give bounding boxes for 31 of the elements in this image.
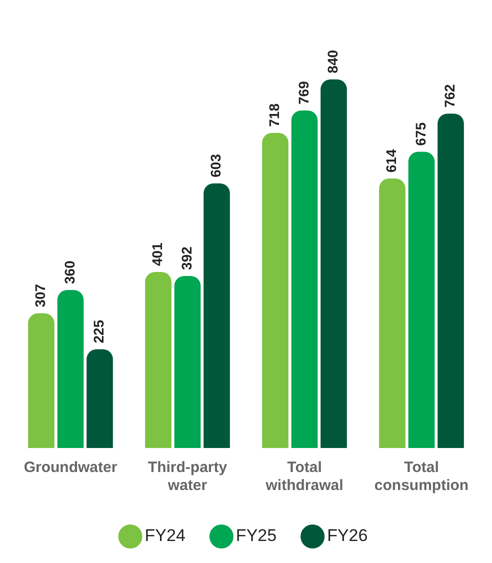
legend-label: FY25	[236, 526, 277, 546]
bar	[204, 183, 230, 448]
data-label: 675	[412, 122, 428, 146]
bar	[408, 152, 435, 448]
bar	[28, 313, 54, 448]
data-label: 360	[61, 260, 78, 284]
x-tick-label: Third-party water	[148, 459, 228, 494]
bar	[174, 276, 201, 448]
bar	[145, 272, 172, 448]
x-tick-label: Total consumption	[374, 459, 469, 494]
data-label: 762	[442, 84, 458, 108]
data-label: 603	[208, 154, 224, 178]
x-tick-label: Total withdrawal	[264, 459, 344, 494]
data-label: 307	[32, 284, 48, 308]
legend-label: FY24	[144, 526, 186, 546]
bar	[262, 132, 288, 448]
bar	[86, 349, 113, 448]
data-label: 718	[266, 103, 282, 127]
bar	[291, 110, 318, 448]
bar	[379, 178, 406, 448]
data-label: 225	[90, 320, 107, 344]
data-label: 840	[324, 50, 341, 74]
data-label: 392	[178, 246, 194, 270]
bar	[57, 290, 84, 448]
data-label: 614	[383, 148, 400, 173]
data-label: 401	[149, 242, 166, 266]
x-tick-label: Groundwater	[24, 459, 118, 476]
data-label: 769	[295, 80, 312, 104]
bar	[438, 114, 464, 448]
legend-label: FY26	[327, 526, 368, 546]
bar	[320, 79, 347, 448]
